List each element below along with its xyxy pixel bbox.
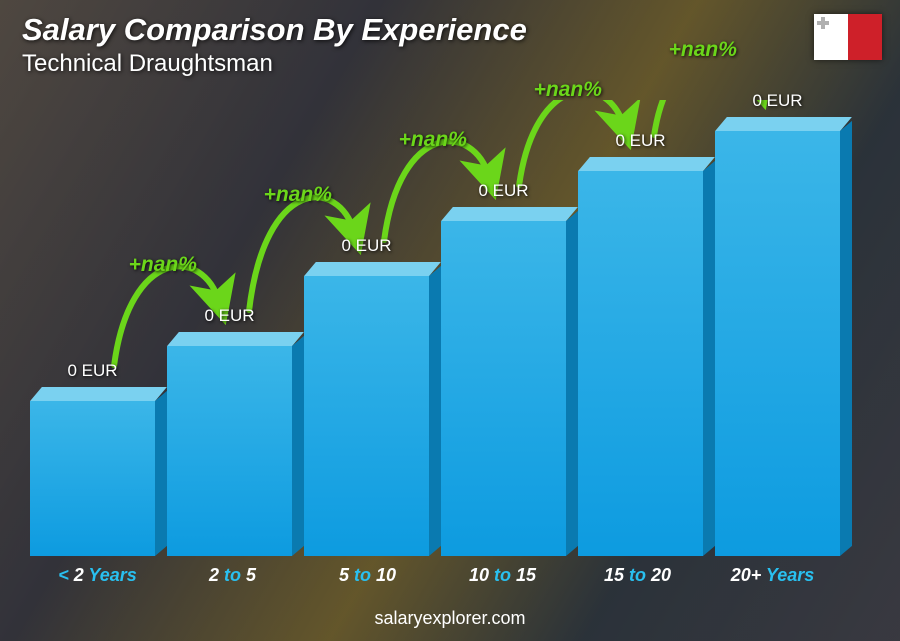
bar-group: 0 EUR [304, 236, 429, 556]
bar-side-face [429, 266, 441, 556]
bar-value-label: 0 EUR [204, 306, 254, 326]
bar-side-face [292, 336, 304, 556]
bars-row: 0 EUR0 EUR0 EUR0 EUR0 EUR0 EUR [30, 100, 840, 556]
bar-group: 0 EUR [167, 306, 292, 556]
bar-top-face [578, 157, 703, 171]
bar-group: 0 EUR [30, 361, 155, 556]
bar-3d [715, 117, 840, 556]
flag-left-stripe [814, 14, 848, 60]
bar-front-face [304, 276, 429, 556]
bar-side-face [155, 391, 167, 556]
bar-3d [441, 207, 566, 556]
bar-group: 0 EUR [715, 91, 840, 556]
bar-side-face [703, 161, 715, 556]
flag-right-stripe [848, 14, 882, 60]
bar-front-face [167, 346, 292, 556]
header: Salary Comparison By Experience Technica… [22, 12, 878, 78]
bar-top-face [304, 262, 429, 276]
bar-3d [304, 262, 429, 556]
bar-top-face [441, 207, 566, 221]
chart-area: +nan%+nan%+nan%+nan%+nan% 0 EUR0 EUR0 EU… [30, 100, 840, 586]
flag-george-cross-icon [817, 17, 829, 29]
xaxis-tick: 20+ Years [705, 565, 840, 586]
bar-side-face [840, 121, 852, 556]
bar-top-face [167, 332, 292, 346]
increase-arrow-label: +nan% [534, 78, 602, 102]
bar-value-label: 0 EUR [752, 91, 802, 111]
bar-front-face [578, 171, 703, 556]
bar-front-face [441, 221, 566, 556]
bar-value-label: 0 EUR [341, 236, 391, 256]
xaxis-tick: 15 to 20 [570, 565, 705, 586]
xaxis-tick: 5 to 10 [300, 565, 435, 586]
bar-front-face [715, 131, 840, 556]
bar-3d [167, 332, 292, 556]
bar-value-label: 0 EUR [67, 361, 117, 381]
chart-title: Salary Comparison By Experience [22, 12, 878, 48]
xaxis-tick: 2 to 5 [165, 565, 300, 586]
bar-value-label: 0 EUR [478, 181, 528, 201]
bar-front-face [30, 401, 155, 556]
xaxis-tick: < 2 Years [30, 565, 165, 586]
flag-malta-icon [814, 14, 882, 60]
chart-subtitle: Technical Draughtsman [22, 50, 878, 78]
bar-3d [578, 157, 703, 556]
xaxis-tick: 10 to 15 [435, 565, 570, 586]
bar-3d [30, 387, 155, 556]
bar-group: 0 EUR [578, 131, 703, 556]
footer-source: salaryexplorer.com [0, 608, 900, 629]
bar-group: 0 EUR [441, 181, 566, 556]
bar-top-face [715, 117, 840, 131]
xaxis: < 2 Years2 to 55 to 1010 to 1515 to 2020… [30, 565, 840, 586]
bar-side-face [566, 211, 578, 556]
infographic-container: Salary Comparison By Experience Technica… [0, 0, 900, 641]
bar-top-face [30, 387, 155, 401]
bar-value-label: 0 EUR [615, 131, 665, 151]
